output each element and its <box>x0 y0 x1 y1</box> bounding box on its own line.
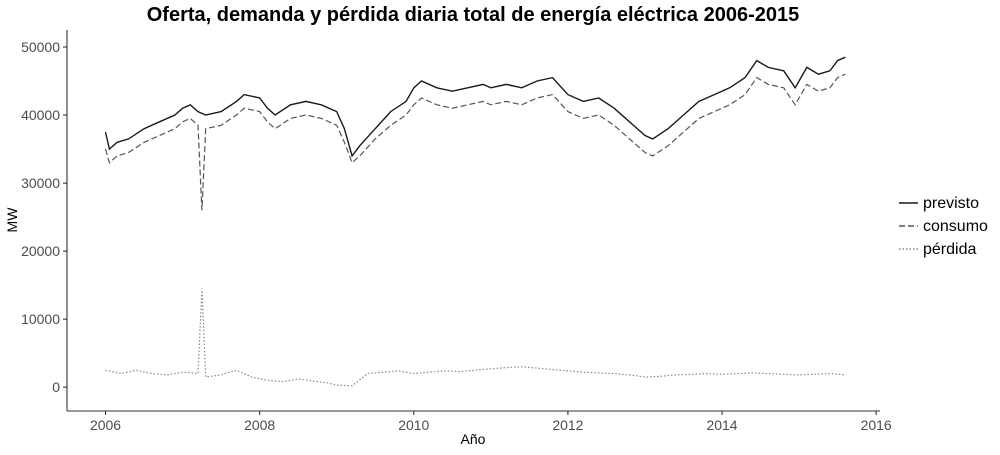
x-tick-label: 2012 <box>552 417 583 433</box>
x-tick-label: 2010 <box>398 417 429 433</box>
x-tick-label: 2016 <box>861 417 892 433</box>
y-tick-label: 20000 <box>21 243 60 259</box>
chart-title: Oferta, demanda y pérdida diaria total d… <box>147 4 800 26</box>
y-tick-label: 0 <box>52 379 60 395</box>
series-line-1 <box>104 56 846 158</box>
y-axis-ticks: 0 10000 20000 30000 40000 50000 <box>21 39 67 395</box>
y-tick-label: 10000 <box>21 311 60 327</box>
y-tick-label: 40000 <box>21 107 60 123</box>
x-axis-title: Año <box>461 431 486 447</box>
legend-label-2: consumo <box>923 218 988 235</box>
x-axis-ticks: 2006 2008 2010 2012 2014 2016 <box>90 411 892 433</box>
legend-label-1: previsto <box>923 195 979 212</box>
y-axis-title: MW <box>4 207 20 233</box>
x-tick-label: 2006 <box>90 417 121 433</box>
series-layer <box>104 56 846 387</box>
y-tick-label: 30000 <box>21 175 60 191</box>
legend-label-3: pérdida <box>923 241 976 258</box>
legend: previsto consumo pérdida <box>899 195 988 258</box>
x-tick-label: 2014 <box>706 417 737 433</box>
y-tick-label: 50000 <box>21 39 60 55</box>
series-line-3 <box>105 288 846 387</box>
series-line-2 <box>104 73 846 211</box>
x-tick-label: 2008 <box>244 417 275 433</box>
